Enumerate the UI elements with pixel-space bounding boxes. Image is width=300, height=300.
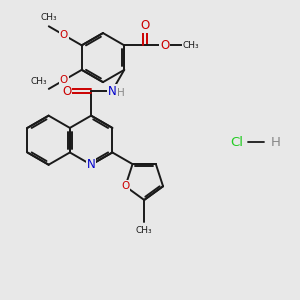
Text: N: N xyxy=(87,158,95,171)
Text: O: O xyxy=(121,181,130,191)
Text: O: O xyxy=(140,19,150,32)
Text: O: O xyxy=(59,30,68,40)
Text: O: O xyxy=(62,85,71,98)
Text: CH₃: CH₃ xyxy=(30,77,47,86)
Text: O: O xyxy=(160,39,169,52)
Text: CH₃: CH₃ xyxy=(40,14,57,22)
Text: CH₃: CH₃ xyxy=(183,41,200,50)
Text: CH₃: CH₃ xyxy=(136,226,152,235)
Text: O: O xyxy=(59,75,68,85)
Text: Cl: Cl xyxy=(230,136,243,148)
Text: H: H xyxy=(271,136,281,148)
Text: H: H xyxy=(117,88,125,98)
Text: N: N xyxy=(108,85,116,98)
